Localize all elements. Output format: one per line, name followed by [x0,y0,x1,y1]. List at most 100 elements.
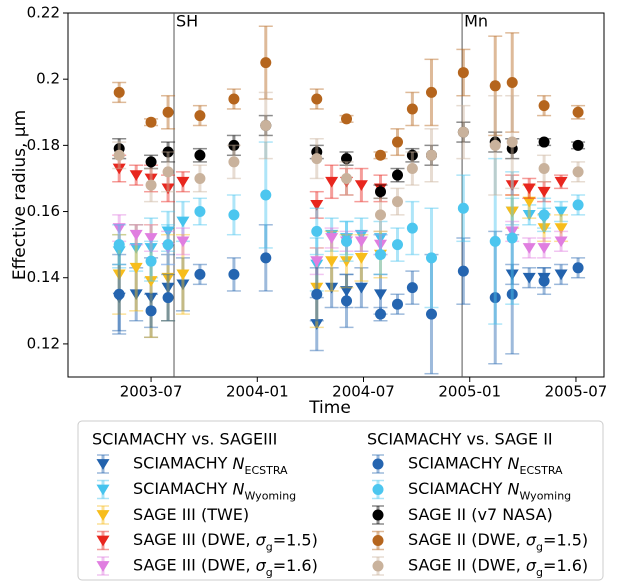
marker [113,288,125,300]
y-tick-label: 0.14 [27,268,60,286]
marker [176,236,190,248]
marker [372,535,384,546]
marker [325,233,339,244]
marker [176,176,190,188]
marker [354,236,368,248]
marker [538,100,550,112]
marker [96,535,110,547]
marker [537,223,551,234]
marker [457,126,469,138]
marker [129,170,143,181]
x-tick-label: 2005-07 [545,383,608,401]
marker [129,262,143,274]
legend-label: SAGE II (v7 NASA) [408,505,553,524]
marker [260,57,272,69]
y-tick-label: 0.12 [27,334,60,352]
marker [176,216,190,228]
marker [505,226,519,238]
marker [144,292,158,304]
marker [194,149,206,161]
marker [375,186,387,198]
marker [457,265,469,277]
marker [489,292,501,304]
x-tick-label: 2005-01 [438,383,501,401]
marker [425,308,437,320]
marker [522,183,536,195]
marker [145,156,157,168]
marker [425,149,437,161]
event-label: Mn [464,12,488,31]
marker [145,116,157,128]
marker [522,209,536,221]
marker [572,139,584,151]
marker [554,176,568,188]
marker [311,288,323,300]
marker [144,243,158,254]
marker [96,561,110,572]
marker [372,458,384,470]
marker [505,180,519,191]
marker [375,149,387,161]
marker [537,243,551,254]
marker [161,183,175,195]
marker [506,288,518,300]
marker [112,223,126,234]
marker [325,176,339,188]
marker [522,272,536,284]
marker [96,459,110,470]
x-tick-label: 2003-07 [120,383,183,401]
marker [228,156,240,168]
marker [392,239,404,251]
marker [572,199,584,211]
marker [176,269,190,281]
marker [162,106,174,118]
marker [96,484,110,496]
marker [374,233,388,244]
marker [392,196,404,208]
marker [144,233,158,244]
event-label: SH [176,12,198,31]
legend-label: SAGE III (TWE) [133,505,249,524]
marker [310,319,324,330]
marker [354,180,368,191]
marker [392,136,404,148]
marker [457,202,469,214]
marker [572,262,584,274]
x-axis-label: Time [308,398,351,418]
marker [375,209,387,221]
marker [113,239,125,251]
legend-label: SAGE II (DWE, σg=1.5) [408,530,588,553]
marker [311,93,323,105]
marker [538,163,550,175]
marker [129,229,143,241]
marker [375,249,387,261]
marker [554,269,568,281]
marker [311,153,323,165]
marker [425,86,437,98]
marker [228,209,240,221]
y-tick-label: 0.2 [36,70,60,88]
marker [489,80,501,92]
plot-area [112,13,586,377]
marker [129,289,143,301]
marker [162,166,174,178]
marker [129,243,143,254]
marker [425,252,437,264]
marker [372,560,384,572]
marker [457,67,469,79]
marker [340,256,354,268]
marker [489,139,501,151]
marker [354,282,368,294]
marker [406,103,418,115]
marker [506,136,518,148]
marker [372,509,384,521]
x-tick-label: 2004-07 [332,383,395,401]
marker [554,223,568,234]
marker [341,153,353,165]
legend-title: SCIAMACHY vs. SAGEIII [92,430,277,449]
marker [310,282,324,294]
marker [538,136,550,148]
marker [310,200,324,211]
marker [489,235,501,247]
legend-label: SAGE II (DWE, σg=1.6) [408,556,588,579]
